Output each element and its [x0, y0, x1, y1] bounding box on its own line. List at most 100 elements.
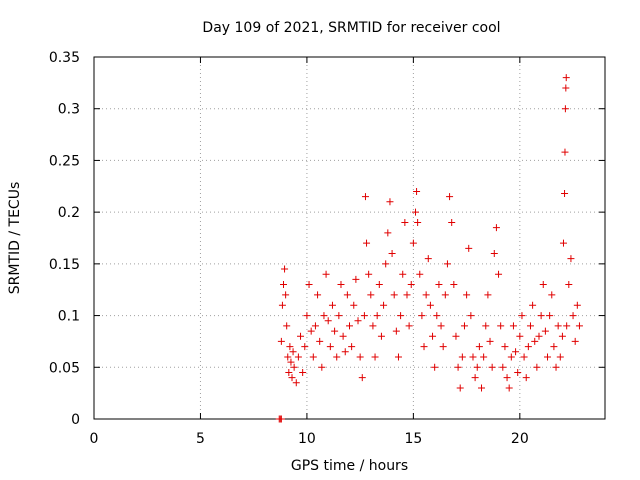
data-point — [301, 343, 309, 351]
data-point — [416, 270, 424, 278]
data-point — [522, 374, 530, 382]
data-point — [286, 343, 294, 351]
y-tick-label: 0.15 — [49, 257, 80, 273]
data-point — [305, 281, 313, 289]
data-point — [324, 317, 332, 325]
data-point — [561, 190, 569, 198]
data-point — [350, 301, 358, 309]
data-point — [569, 312, 577, 320]
data-point — [460, 322, 468, 330]
data-point — [367, 291, 375, 299]
data-point — [512, 348, 520, 356]
data-point — [548, 291, 556, 299]
data-point — [501, 343, 509, 351]
data-point — [471, 374, 479, 382]
data-point — [288, 374, 296, 382]
data-point — [552, 363, 560, 371]
data-point — [328, 301, 336, 309]
x-axis-label: GPS time / hours — [291, 458, 408, 474]
y-tick-label: 0.2 — [58, 205, 80, 221]
data-point — [356, 353, 364, 361]
data-point — [424, 255, 432, 263]
x-tick-label: 10 — [298, 431, 316, 447]
data-point — [382, 260, 390, 268]
data-point — [531, 337, 539, 345]
data-point — [482, 322, 490, 330]
data-point — [299, 368, 307, 376]
data-point — [529, 301, 537, 309]
data-point — [516, 332, 524, 340]
data-point — [361, 193, 369, 201]
data-point — [422, 291, 430, 299]
data-point — [322, 270, 330, 278]
data-point — [558, 332, 566, 340]
data-point — [573, 301, 581, 309]
data-point — [358, 374, 366, 382]
data-point — [554, 322, 562, 330]
data-point — [292, 379, 300, 387]
data-point — [563, 322, 571, 330]
x-tick-label: 20 — [511, 431, 529, 447]
data-point — [405, 322, 413, 330]
data-point — [303, 312, 311, 320]
data-point — [499, 363, 507, 371]
data-point — [343, 291, 351, 299]
data-point — [409, 239, 417, 247]
data-point — [497, 322, 505, 330]
data-point — [484, 291, 492, 299]
data-point — [448, 218, 456, 226]
data-point — [571, 337, 579, 345]
data-point — [331, 327, 339, 335]
data-point — [369, 322, 377, 330]
plot-frame — [93, 56, 606, 420]
data-point — [392, 327, 400, 335]
data-point — [520, 353, 528, 361]
data-point — [469, 353, 477, 361]
data-point — [413, 187, 421, 195]
data-point — [309, 353, 317, 361]
data-point — [363, 239, 371, 247]
data-point — [418, 312, 426, 320]
data-point — [283, 322, 291, 330]
data-point — [446, 193, 454, 201]
data-point — [380, 301, 388, 309]
data-points — [275, 74, 583, 423]
data-point — [550, 343, 558, 351]
axis-ticks: 0 5 10 15 20 0 0.05 0.1 0.15 0.2 0.25 0.3 0.35 — [49, 50, 605, 447]
data-point — [533, 363, 541, 371]
data-point — [279, 281, 287, 289]
data-point — [352, 275, 360, 283]
data-point — [559, 239, 567, 247]
data-point — [339, 332, 347, 340]
data-point — [465, 244, 473, 252]
data-point — [388, 250, 396, 258]
data-point — [437, 322, 445, 330]
data-point — [486, 337, 494, 345]
data-point — [403, 291, 411, 299]
data-point — [318, 363, 326, 371]
y-tick-label: 0.3 — [58, 102, 80, 118]
data-point — [335, 312, 343, 320]
data-point — [311, 322, 319, 330]
data-point — [341, 348, 349, 356]
chart-title: Day 109 of 2021, SRMTID for receiver coo… — [202, 20, 500, 36]
data-point — [394, 353, 402, 361]
data-point — [450, 281, 458, 289]
data-point — [277, 415, 285, 423]
data-point — [575, 322, 583, 330]
data-point — [467, 312, 475, 320]
data-point — [354, 317, 362, 325]
data-point — [412, 208, 420, 216]
data-point — [326, 343, 334, 351]
data-point — [365, 270, 373, 278]
data-point — [480, 353, 488, 361]
data-point — [495, 270, 503, 278]
data-point — [320, 312, 328, 320]
data-point — [456, 384, 464, 392]
data-point — [565, 281, 573, 289]
data-point — [514, 368, 522, 376]
data-point — [478, 384, 486, 392]
data-point — [535, 332, 543, 340]
x-tick-label: 15 — [404, 431, 422, 447]
data-point — [401, 218, 409, 226]
